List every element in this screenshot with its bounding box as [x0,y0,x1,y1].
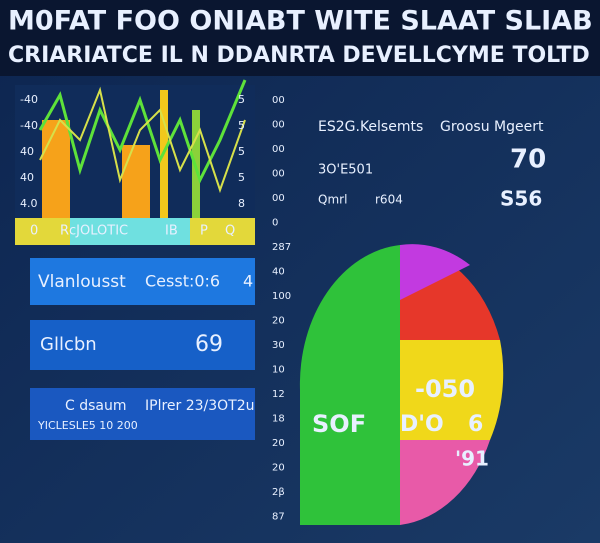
y2-label: 5 [238,119,245,132]
y-label: 40 [20,171,34,184]
bar [122,145,150,220]
panel [30,388,255,440]
panel-extra: 4 [243,272,253,291]
axis-label: 18 [272,414,285,425]
axis-label: 00 [272,169,285,180]
x-label: Q [225,224,235,239]
pie-slice [299,245,400,525]
y-label: 4.0 [20,197,38,210]
axis-label: 00 [272,95,285,106]
axis-label: 30 [272,340,285,351]
pie-label: '91 [455,447,489,471]
panel-value: 69 [195,332,223,357]
y2-label: 5 [238,171,245,184]
axis-label: 87 [272,512,285,523]
axis-label: 20 [272,463,285,474]
line [39,86,246,194]
x-label: RcJOLOTIC [60,224,128,239]
axis-label: 00 [272,144,285,155]
stat: Qmrl [318,193,347,207]
axis-label: 40 [272,267,285,278]
panel-value: IPlrer 23/3OT2u [145,398,255,414]
pie-slice [400,244,470,300]
subtitle: CRIARIATCE IL N DDANRTA DEVELLCYME TOLTD [8,43,590,68]
pie-label: SOF [312,410,366,438]
axis-label: 0 [272,218,278,229]
stat: 3O'E501 [318,163,373,178]
x-label: P [200,224,208,239]
panel-label: Vlanlousst [38,272,126,292]
y2-label: 8 [238,197,245,210]
label-strip [70,218,190,245]
panel [30,258,255,305]
axis-label: 12 [272,389,285,400]
pie-label: D'O [400,412,444,437]
x-label: 0 [30,224,38,239]
line [38,79,247,184]
axis-label: 287 [272,242,291,253]
y-label: -40 [20,93,38,106]
axis-label: 20 [272,438,285,449]
y-label: 40 [20,145,34,158]
axis-label: 2β [272,487,285,498]
y2-label: 5 [238,145,245,158]
panel [30,320,255,370]
bar [42,120,70,220]
stat-side: S56 [500,187,542,211]
panel-extra: YICLESLE5 10 200 [37,419,138,432]
stat-big: 70 [510,145,546,175]
pie-slice [400,340,504,440]
title: M0FAT FOO ONIABT WITE SLAAT SLIAB [8,6,593,37]
y2-label: 5 [238,93,245,106]
pie-slice [400,440,490,525]
x-label: IB [165,224,178,239]
axis-label: 100 [272,291,291,302]
stat: Groosu Mgeert [440,119,544,135]
axis-label: 10 [272,365,285,376]
left-chart [15,79,255,245]
pie-label: 6 [468,412,483,437]
axis-label: 20 [272,316,285,327]
stat: ES2G.Kelsemts [318,119,423,135]
title-band [0,0,600,76]
pie [299,244,504,525]
panel-label: Gllcbn [40,334,97,355]
y-label: -40 [20,119,38,132]
pie-label: -050 [415,375,475,403]
panel-label: C dsaum [65,398,127,414]
axis-label: 00 [272,120,285,131]
stat: r604 [375,193,403,207]
panel-value: Cesst:0:6 [145,272,220,291]
axis-label: 00 [272,193,285,204]
